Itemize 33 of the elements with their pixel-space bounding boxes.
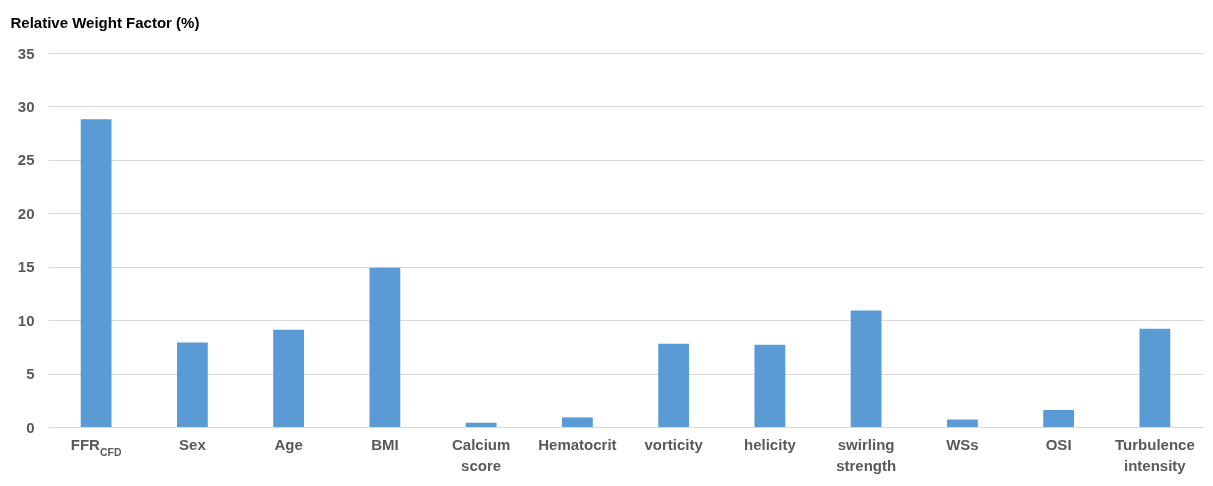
y-tick-label: 10 <box>17 311 35 329</box>
bar <box>658 343 690 427</box>
x-tick-label: Turbulence intensity <box>1115 435 1195 474</box>
bar <box>273 329 305 427</box>
y-tick-label: 20 <box>17 204 35 222</box>
bar <box>754 344 786 427</box>
bar <box>176 342 208 427</box>
x-tick-label: BMI <box>371 435 399 453</box>
y-tick-label: 25 <box>17 151 35 169</box>
x-tick-label: WSs <box>946 435 979 453</box>
bar <box>80 119 112 427</box>
x-tick-label: OSI <box>1045 435 1072 453</box>
x-tick-label: Sex <box>179 435 207 453</box>
bar <box>946 419 978 427</box>
bar <box>561 417 593 427</box>
x-tick-label: helicity <box>744 435 797 453</box>
bar <box>850 310 882 427</box>
x-tick-label: swirling strength <box>836 435 897 474</box>
y-tick-label: 15 <box>17 258 35 276</box>
y-tick-label: 35 <box>17 44 35 62</box>
y-axis-title: Relative Weight Factor (%) <box>10 13 200 31</box>
y-tick-label: 0 <box>26 418 35 436</box>
x-tick-label: Age <box>274 435 303 453</box>
bar <box>465 422 497 427</box>
x-tick-label: vorticity <box>644 435 704 453</box>
y-tick-label: 30 <box>17 97 35 115</box>
bar <box>369 267 401 427</box>
bar <box>1043 409 1075 427</box>
bar <box>1139 328 1171 427</box>
x-tick-label: FFR$_{CFD}$ <box>70 435 122 458</box>
y-tick-label: 5 <box>26 365 35 383</box>
x-tick-label: Calcium score <box>451 435 511 474</box>
x-tick-label: Hematocrit <box>538 435 617 453</box>
